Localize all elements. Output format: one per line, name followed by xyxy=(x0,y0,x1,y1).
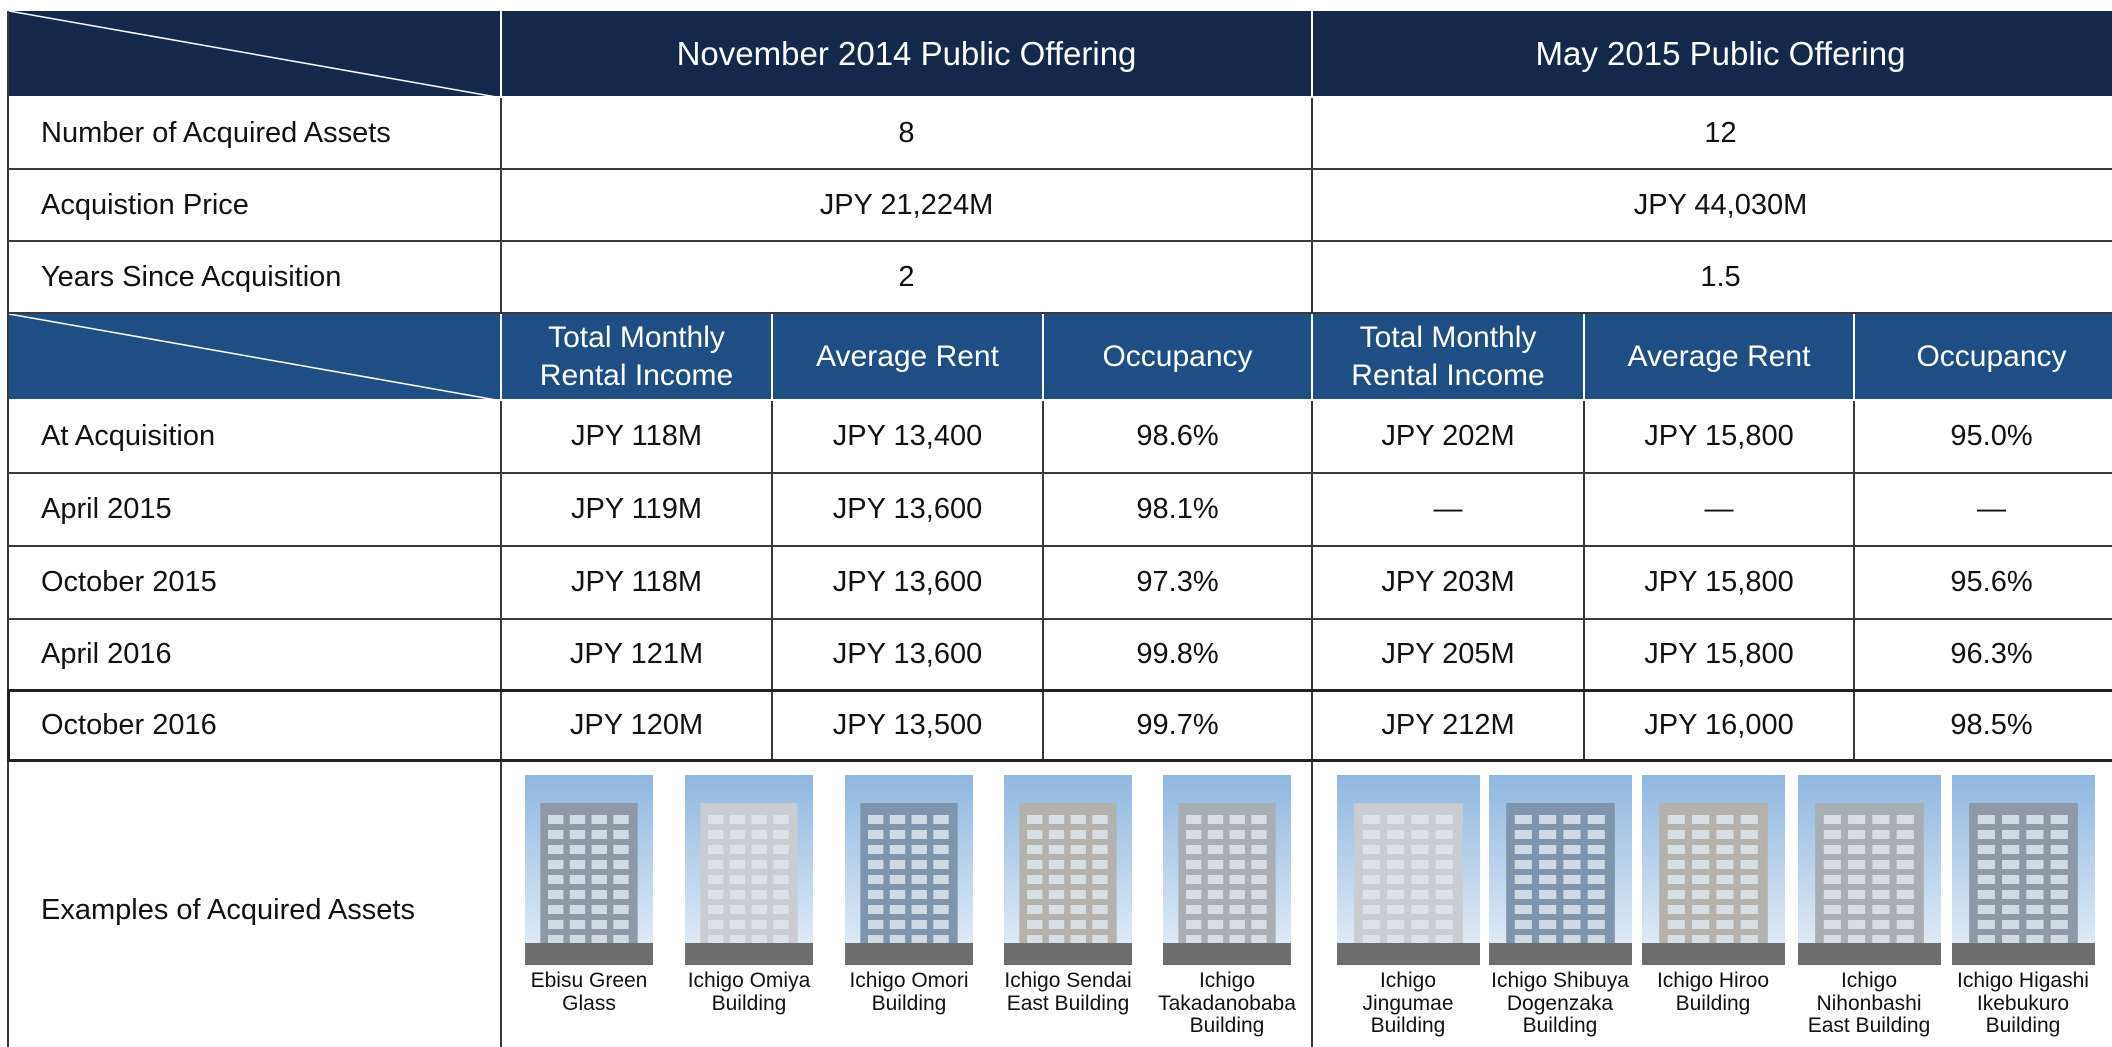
cell-value: JPY 13,400 xyxy=(773,401,1044,474)
summary-value: 2 xyxy=(502,242,1313,314)
building-photo xyxy=(1798,775,1941,965)
cell-value: — xyxy=(1855,474,2112,547)
cell-value: 95.0% xyxy=(1855,401,2112,474)
row-label: April 2016 xyxy=(9,620,502,691)
building-photo xyxy=(1489,775,1632,965)
building-photo xyxy=(845,775,973,965)
cell-value: JPY 118M xyxy=(502,401,773,474)
cell-value: — xyxy=(1313,474,1585,547)
summary-value: 1.5 xyxy=(1313,242,2112,314)
asset-caption: Ichigo Jingumae Building xyxy=(1333,970,1483,1038)
cell-value: JPY 121M xyxy=(502,620,773,691)
asset-caption: Ichigo Takadanobaba Building xyxy=(1152,970,1302,1038)
cell-value: JPY 202M xyxy=(1313,401,1585,474)
row-label: At Acquisition xyxy=(9,401,502,474)
asset-caption: Ichigo Hiroo Building xyxy=(1638,970,1788,1015)
summary-value: 8 xyxy=(502,98,1313,170)
cell-value: JPY 118M xyxy=(502,547,773,620)
cell-value: JPY 13,600 xyxy=(773,474,1044,547)
summary-value: JPY 44,030M xyxy=(1313,170,2112,242)
cell-value: JPY 15,800 xyxy=(1585,547,1855,620)
diagonal xyxy=(9,11,502,98)
column-header: Occupancy xyxy=(1855,314,2112,401)
asset-caption: Ichigo Higashi Ikebukuro Building xyxy=(1948,970,2098,1038)
cell-value: JPY 13,600 xyxy=(773,547,1044,620)
corner-cell xyxy=(9,11,502,98)
building-photo xyxy=(685,775,813,965)
building-photo xyxy=(525,775,653,965)
building-photo xyxy=(1337,775,1480,965)
cell-value: JPY 203M xyxy=(1313,547,1585,620)
cell-value: — xyxy=(1585,474,1855,547)
cell-value: JPY 15,800 xyxy=(1585,620,1855,691)
cell-value: 96.3% xyxy=(1855,620,2112,691)
row-label: Acquistion Price xyxy=(9,170,502,242)
column-header: Occupancy xyxy=(1044,314,1313,401)
summary-value: JPY 21,224M xyxy=(502,170,1313,242)
cell-value: JPY 15,800 xyxy=(1585,401,1855,474)
asset-caption: Ebisu Green Glass xyxy=(514,970,664,1015)
cell-value: JPY 13,600 xyxy=(773,620,1044,691)
building-photo xyxy=(1642,775,1785,965)
row-label: Years Since Acquisition xyxy=(9,242,502,314)
asset-caption: Ichigo Shibuya Dogenzaka Building xyxy=(1485,970,1635,1038)
page: November 2014 Public OfferingMay 2015 Pu… xyxy=(0,0,2112,1047)
summary-value: 12 xyxy=(1313,98,2112,170)
column-header: Total Monthly Rental Income xyxy=(1313,314,1585,401)
column-header: Total Monthly Rental Income xyxy=(502,314,773,401)
asset-caption: Ichigo Omori Building xyxy=(834,970,984,1015)
diagonal xyxy=(9,314,502,401)
building-photo xyxy=(1004,775,1132,965)
asset-caption: Ichigo Sendai East Building xyxy=(993,970,1143,1015)
cell-value: JPY 119M xyxy=(502,474,773,547)
cell-value: 97.3% xyxy=(1044,547,1313,620)
column-header: Average Rent xyxy=(773,314,1044,401)
column-header: Average Rent xyxy=(1585,314,1855,401)
cell-value: 98.6% xyxy=(1044,401,1313,474)
cell-value: JPY 205M xyxy=(1313,620,1585,691)
corner-cell xyxy=(9,314,502,401)
cell-value: 98.1% xyxy=(1044,474,1313,547)
row-highlight xyxy=(7,689,2112,762)
group-header: May 2015 Public Offering xyxy=(1313,11,2112,98)
cell-value: 95.6% xyxy=(1855,547,2112,620)
row-label: October 2015 xyxy=(9,547,502,620)
asset-caption: Ichigo Omiya Building xyxy=(674,970,824,1015)
row-label: Examples of Acquired Assets xyxy=(9,762,502,1047)
building-photo xyxy=(1952,775,2095,965)
cell-value: 99.8% xyxy=(1044,620,1313,691)
row-label: April 2015 xyxy=(9,474,502,547)
row-label: Number of Acquired Assets xyxy=(9,98,502,170)
group-header: November 2014 Public Offering xyxy=(502,11,1313,98)
building-photo xyxy=(1163,775,1291,965)
asset-caption: Ichigo Nihonbashi East Building xyxy=(1794,970,1944,1038)
